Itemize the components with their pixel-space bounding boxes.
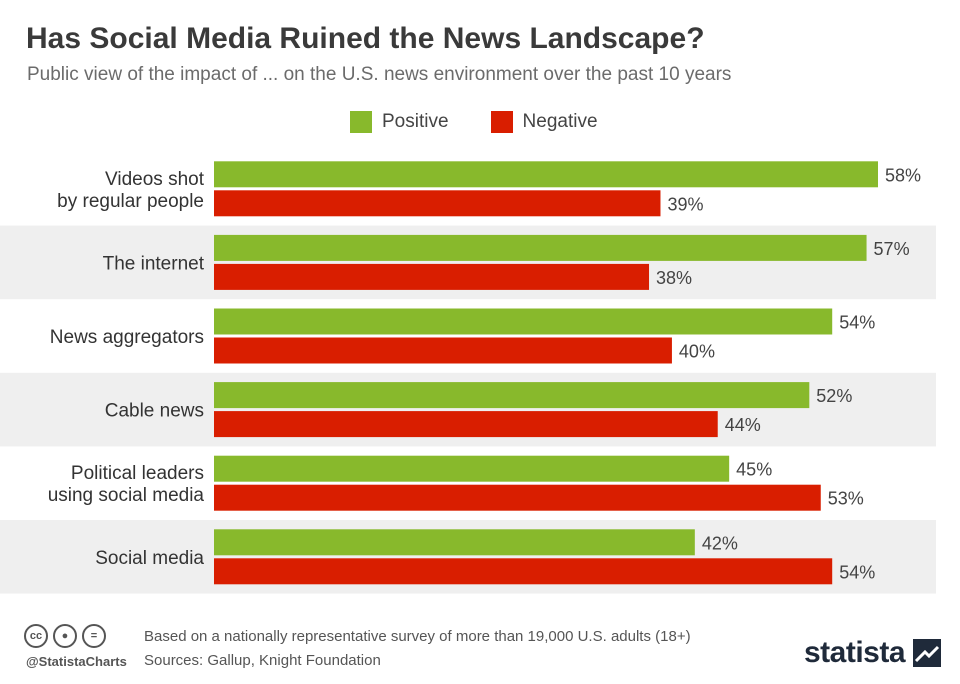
bar-positive — [214, 455, 730, 482]
data-label: 54% — [839, 313, 875, 333]
bar-negative — [214, 337, 672, 364]
data-label: 38% — [656, 268, 692, 288]
bar-negative — [214, 263, 650, 290]
bar-positive — [214, 529, 695, 556]
data-label: 39% — [667, 194, 703, 214]
legend-swatch-positive — [350, 111, 372, 133]
bar-positive — [214, 234, 867, 261]
legend: Positive Negative — [350, 110, 598, 134]
bar-negative — [214, 411, 718, 438]
data-label: 40% — [679, 342, 715, 362]
bar-positive — [214, 161, 878, 188]
chart-title: Has Social Media Ruined the News Landsca… — [26, 22, 705, 55]
license-icons: cc ● = — [24, 624, 106, 648]
statista-mark-icon — [913, 639, 942, 667]
category-label: Political leaders — [71, 463, 204, 484]
bar-negative — [214, 558, 833, 585]
statista-logo: statista — [804, 636, 942, 670]
nd-icon: = — [82, 624, 106, 648]
category-label: Videos shot — [105, 169, 205, 190]
data-label: 45% — [736, 460, 772, 480]
legend-label-negative: Negative — [522, 111, 598, 132]
legend-label-positive: Positive — [382, 111, 449, 132]
category-label: by regular people — [57, 191, 204, 212]
bar-negative — [214, 190, 661, 217]
category-label: News aggregators — [50, 327, 204, 348]
cc-icon: cc — [24, 624, 48, 648]
data-label: 58% — [885, 165, 921, 185]
data-label: 53% — [828, 489, 864, 509]
legend-swatch-negative — [490, 111, 513, 133]
chart-subtitle: Public view of the impact of ... on the … — [27, 64, 732, 85]
data-label: 57% — [874, 239, 910, 259]
bar-positive — [214, 308, 833, 335]
legend-item-positive: Positive — [350, 111, 449, 133]
category-label: The internet — [103, 253, 205, 274]
bar-positive — [214, 382, 810, 409]
category-label: Social media — [95, 548, 204, 569]
statista-handle: @StatistaCharts — [26, 654, 127, 669]
legend-item-negative: Negative — [490, 111, 598, 133]
category-label: Cable news — [105, 401, 204, 422]
sources-note: Sources: Gallup, Knight Foundation — [144, 652, 381, 669]
data-label: 54% — [839, 562, 875, 582]
bar-negative — [214, 484, 821, 511]
data-label: 42% — [702, 533, 738, 553]
survey-note: Based on a nationally representative sur… — [144, 628, 691, 645]
by-icon: ● — [53, 624, 77, 648]
statista-wordmark: statista — [804, 636, 906, 669]
category-label: using social media — [48, 485, 205, 506]
data-label: 52% — [816, 386, 852, 406]
data-label: 44% — [725, 415, 761, 435]
